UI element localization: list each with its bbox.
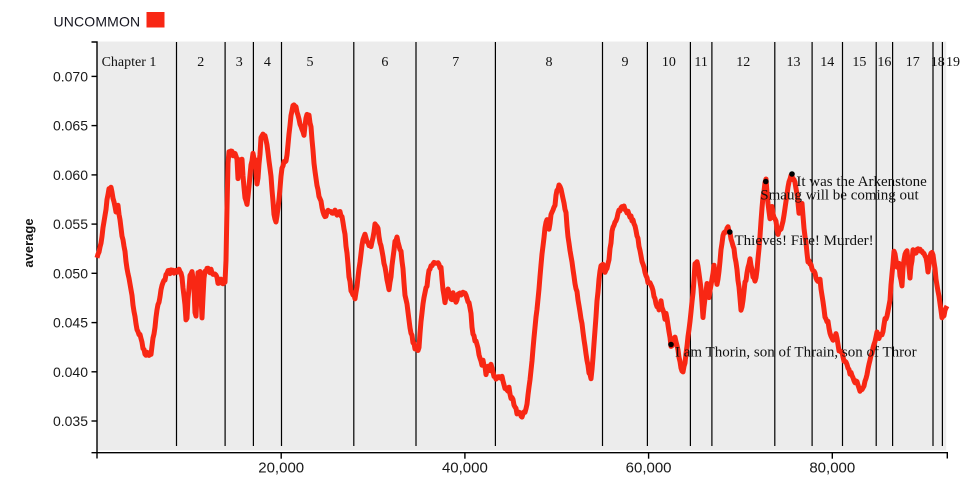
svg-text:0.035: 0.035 bbox=[53, 413, 88, 429]
svg-text:0.045: 0.045 bbox=[53, 315, 88, 331]
svg-text:16: 16 bbox=[877, 55, 891, 70]
svg-text:0.040: 0.040 bbox=[53, 364, 88, 380]
svg-text:10: 10 bbox=[662, 55, 676, 70]
svg-text:11: 11 bbox=[694, 55, 707, 70]
svg-text:0.070: 0.070 bbox=[53, 68, 88, 84]
svg-text:3: 3 bbox=[236, 55, 243, 70]
svg-text:80,000: 80,000 bbox=[809, 460, 855, 477]
svg-text:9: 9 bbox=[622, 55, 629, 70]
svg-text:40,000: 40,000 bbox=[442, 460, 488, 477]
svg-text:17: 17 bbox=[906, 55, 920, 70]
svg-text:60,000: 60,000 bbox=[626, 460, 672, 477]
svg-text:5: 5 bbox=[307, 55, 314, 70]
svg-text:2: 2 bbox=[197, 55, 204, 70]
svg-text:0.060: 0.060 bbox=[53, 167, 88, 183]
svg-text:12: 12 bbox=[736, 55, 750, 70]
svg-text:Thieves! Fire! Murder!: Thieves! Fire! Murder! bbox=[735, 233, 874, 249]
svg-text:19: 19 bbox=[946, 55, 960, 70]
svg-text:UNCOMMON: UNCOMMON bbox=[54, 14, 141, 30]
svg-text:18: 18 bbox=[931, 55, 945, 70]
svg-text:13: 13 bbox=[787, 55, 801, 70]
svg-text:0.050: 0.050 bbox=[53, 265, 88, 281]
svg-text:0.065: 0.065 bbox=[53, 118, 88, 134]
svg-text:4: 4 bbox=[264, 55, 271, 70]
svg-text:14: 14 bbox=[820, 55, 834, 70]
svg-text:It was the Arkenstone: It was the Arkenstone bbox=[796, 174, 927, 190]
svg-text:15: 15 bbox=[852, 55, 866, 70]
svg-text:I am Thorin, son of Thrain, so: I am Thorin, son of Thrain, son of Thror bbox=[675, 345, 917, 361]
svg-text:Smaug will be coming out: Smaug will be coming out bbox=[760, 188, 919, 204]
svg-text:Chapter 1: Chapter 1 bbox=[102, 55, 157, 70]
svg-text:0.055: 0.055 bbox=[53, 216, 88, 232]
svg-text:6: 6 bbox=[381, 55, 388, 70]
svg-text:20,000: 20,000 bbox=[258, 460, 304, 477]
svg-text:7: 7 bbox=[452, 55, 459, 70]
svg-text:average: average bbox=[21, 218, 36, 267]
svg-text:8: 8 bbox=[546, 55, 553, 70]
